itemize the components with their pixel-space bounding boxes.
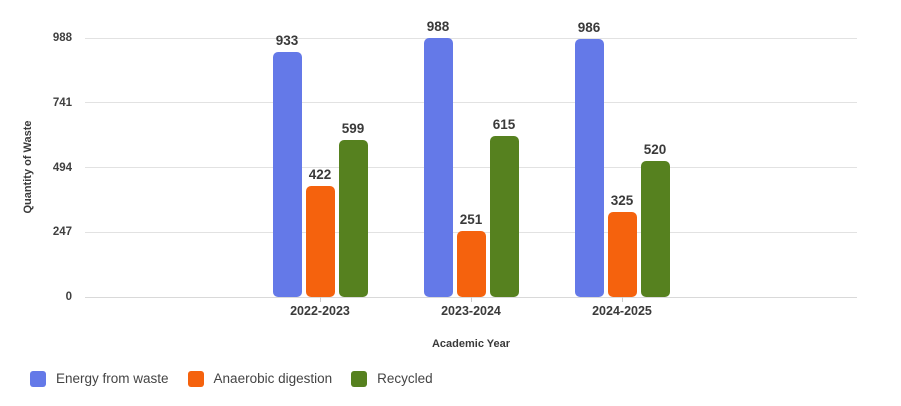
x-tick-mark xyxy=(622,297,623,302)
x-tick-label: 2022-2023 xyxy=(290,304,350,318)
bar-value-label: 615 xyxy=(492,116,516,132)
legend-item-anaerobic-digestion[interactable]: Anaerobic digestion xyxy=(187,370,333,388)
x-tick-mark xyxy=(471,297,472,302)
bar-value-label: 251 xyxy=(459,212,483,228)
gridline xyxy=(85,37,857,39)
bar-anaerobic-digestion[interactable] xyxy=(607,211,637,297)
legend-item-energy-from-waste[interactable]: Energy from waste xyxy=(30,370,169,388)
x-axis-title: Academic Year xyxy=(431,338,511,350)
legend-swatch-icon xyxy=(30,371,46,387)
gridline xyxy=(85,102,857,104)
x-tick-label: 2023-2024 xyxy=(441,304,501,318)
legend-label: Energy from waste xyxy=(56,371,169,386)
legend-label: Anaerobic digestion xyxy=(213,371,333,386)
bar-energy-from-waste[interactable] xyxy=(423,38,453,297)
legend-swatch-icon xyxy=(351,371,368,387)
bar-anaerobic-digestion[interactable] xyxy=(456,231,486,297)
bar-value-label: 520 xyxy=(643,141,667,157)
y-axis-title: Quantity of Waste xyxy=(22,120,34,214)
bar-energy-from-waste[interactable] xyxy=(574,38,604,297)
y-tick-label: 494 xyxy=(52,161,72,174)
legend-swatch-icon xyxy=(187,371,204,387)
bar-energy-from-waste[interactable] xyxy=(272,52,302,297)
bar-recycled[interactable] xyxy=(338,139,368,297)
bar-value-label: 599 xyxy=(341,120,365,136)
gridline xyxy=(85,167,857,168)
bar-recycled[interactable] xyxy=(489,135,519,297)
bar-value-label: 988 xyxy=(426,19,450,34)
y-tick-label: 741 xyxy=(52,96,72,109)
bar-value-label: 422 xyxy=(308,167,332,183)
legend-item-recycled[interactable]: Recycled xyxy=(351,370,433,388)
y-tick-label: 0 xyxy=(65,291,72,303)
x-tick-label: 2024-2025 xyxy=(592,304,652,318)
bar-recycled[interactable] xyxy=(640,160,670,297)
bar-value-label: 933 xyxy=(275,33,299,49)
legend-label: Recycled xyxy=(377,371,433,386)
bar-value-label: 986 xyxy=(577,19,601,35)
legend: Energy from waste Anaerobic digestion Recy… xyxy=(30,370,433,388)
x-tick-mark xyxy=(320,297,321,302)
y-tick-label: 988 xyxy=(52,32,72,44)
bar-value-label: 325 xyxy=(610,192,634,208)
y-tick-label: 247 xyxy=(52,226,72,239)
bar-anaerobic-digestion[interactable] xyxy=(305,186,335,297)
